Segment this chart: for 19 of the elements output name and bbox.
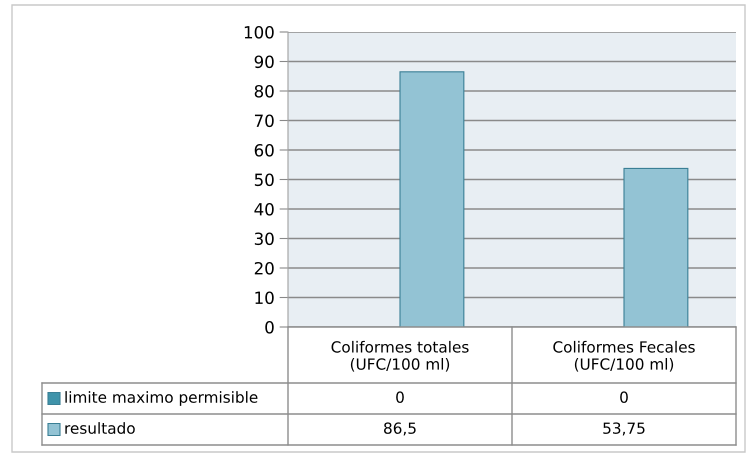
x-tick-label: Coliformes totales (UFC/100 ml) [332,340,469,372]
legend-label: limite maximo permisible [65,391,258,406]
y-tick-label: 90 [254,55,274,68]
x-tick-label: Coliformes Fecales (UFC/100 ml) [553,340,695,372]
y-tick-label: 40 [254,202,274,216]
legend-label: resultado [65,422,135,434]
y-tick-label: 0 [265,320,274,334]
y-tick-label: 60 [254,144,274,157]
y-tick-label: 10 [255,291,274,304]
data-label: 0 [620,391,628,403]
data-label: 86,5 [384,422,416,436]
y-tick-label: 20 [254,262,274,275]
data-label: 53,75 [603,422,645,436]
y-tick-label: 100 [244,26,274,39]
y-tick-label: 50 [254,173,274,186]
data-label: 0 [396,391,404,403]
y-tick-label: 70 [254,114,274,128]
y-tick-label: 30 [254,232,274,246]
y-tick-label: 80 [254,84,274,98]
